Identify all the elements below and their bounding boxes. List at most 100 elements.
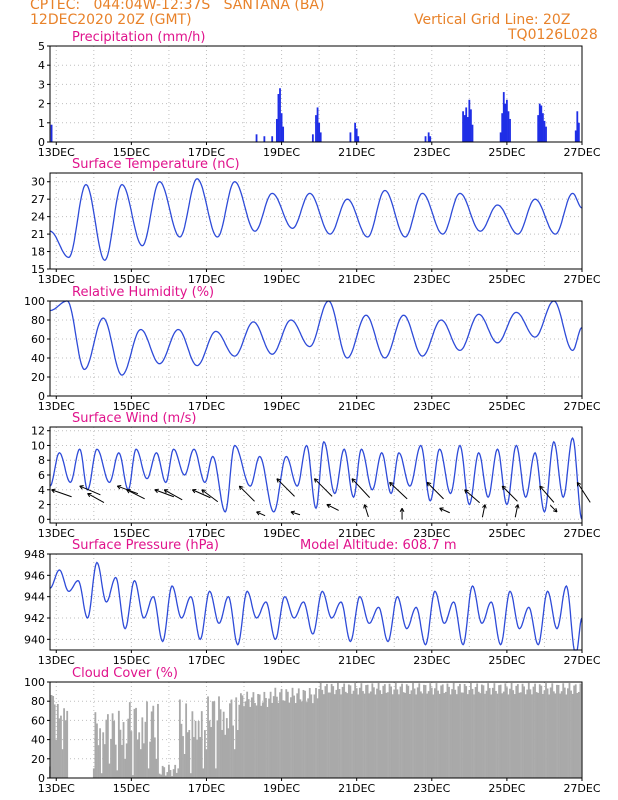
temp-xtick-label: 25DEC	[488, 273, 525, 286]
rh-xtick-label: 13DEC	[38, 400, 75, 413]
cloud-bar	[419, 691, 422, 778]
cloud-bar	[168, 764, 170, 778]
wind-wind-arrowhead	[464, 489, 469, 494]
cloud-bar	[377, 683, 380, 778]
precip-bar	[502, 92, 505, 142]
cloud-bar	[319, 682, 322, 778]
precip-xtick-label: 19DEC	[263, 146, 300, 159]
cloud-bar	[117, 710, 120, 778]
cloud-bar	[471, 688, 474, 778]
cloud-bar	[177, 768, 180, 778]
precip-bar	[311, 134, 314, 142]
cloud-bar	[294, 703, 297, 778]
cloud-bar	[399, 686, 402, 778]
cloud-bar	[398, 694, 400, 778]
cloud-bar	[254, 702, 256, 778]
pres-xtick-label: 23DEC	[413, 654, 450, 667]
cloud-bar	[427, 691, 430, 778]
cloud-bar	[446, 683, 449, 778]
precip-xtick-label: 27DEC	[563, 146, 600, 159]
precip-bar	[319, 132, 322, 142]
cloud-bar	[326, 683, 328, 778]
cloud-bar	[515, 685, 518, 778]
cloud-bar	[526, 689, 529, 778]
cloud-bar	[415, 694, 418, 778]
wind-wind-vector	[481, 504, 486, 518]
pres-xtick-label: 19DEC	[263, 654, 300, 667]
wind-wind-arrowhead	[501, 485, 507, 491]
rh-xtick-label: 19DEC	[263, 400, 300, 413]
wind-wind-arrowhead	[426, 481, 432, 487]
cloud-bar	[114, 744, 117, 778]
cloud-bar	[573, 685, 576, 778]
temp-ytick-label: 24	[31, 211, 45, 224]
cloud-bar	[271, 702, 274, 778]
wind-xtick-label: 13DEC	[38, 527, 75, 540]
cloud-bar	[556, 684, 558, 778]
temp-ytick-label: 18	[31, 246, 45, 259]
wind-wind-vector	[351, 478, 371, 498]
cloud-bar	[189, 773, 192, 778]
cloud-bar	[164, 775, 167, 778]
cloud-bar	[531, 694, 533, 778]
precip-bar	[543, 120, 546, 142]
pres-xtick-label: 27DEC	[563, 654, 600, 667]
temp-ytick-label: 15	[31, 263, 45, 276]
cloud-bar	[421, 693, 424, 778]
wind-xtick-label: 21DEC	[338, 527, 375, 540]
temp-series-line	[49, 178, 583, 262]
cloud-bar	[393, 689, 396, 778]
temp-xtick-label: 23DEC	[413, 273, 450, 286]
cloud-bar	[369, 691, 372, 778]
cloud-bar	[283, 700, 286, 778]
cloud-bar	[459, 683, 461, 778]
wind-wind-vector	[426, 482, 444, 500]
cloud-bar	[199, 737, 202, 778]
rh-xtick-label: 17DEC	[188, 400, 225, 413]
precip-bar	[354, 122, 357, 142]
cloud-xtick-label: 19DEC	[263, 782, 300, 795]
cloud-bar	[365, 685, 367, 778]
cloud-bar	[163, 767, 166, 778]
wind-title: Surface Wind (m/s)	[72, 411, 196, 426]
rh-ytick-label: 20	[31, 371, 45, 384]
cloud-title: Cloud Cover (%)	[72, 666, 178, 681]
wind-wind-vector	[439, 507, 450, 514]
cloud-bar	[149, 741, 152, 778]
cloud-bar	[540, 685, 543, 778]
wind-wind-arrowhead	[238, 485, 244, 491]
cloud-bar	[301, 701, 303, 778]
cloud-ytick-label: 0	[38, 772, 45, 785]
cloud-bar	[510, 683, 513, 778]
cloud-bar	[241, 695, 244, 778]
precip-xtick-label: 23DEC	[413, 146, 450, 159]
precip-bar	[280, 113, 283, 142]
cloud-bar	[416, 687, 419, 778]
cloud-bar	[305, 702, 308, 778]
cloud-xtick-label: 17DEC	[188, 782, 225, 795]
cloud-bar	[236, 730, 239, 778]
cloud-bar	[401, 683, 403, 778]
cloud-bar	[233, 749, 236, 778]
cloud-bar	[468, 689, 471, 778]
rh-ytick-label: 40	[31, 352, 45, 365]
cloud-xtick-label: 27DEC	[563, 782, 600, 795]
cloud-bar	[535, 692, 538, 778]
rh-xtick-label: 25DEC	[488, 400, 525, 413]
cloud-bar	[252, 692, 255, 778]
wind-ytick-label: 2	[38, 499, 45, 512]
cloud-bar	[161, 765, 164, 778]
wind-wind-arrowhead	[290, 510, 295, 516]
cloud-bar	[363, 693, 366, 778]
cloud-bar	[543, 690, 546, 778]
cloud-bar	[155, 758, 158, 778]
wind-wind-arrowhead	[326, 503, 331, 509]
cloud-bar	[213, 701, 216, 778]
cloud-bar	[430, 687, 433, 778]
cloud-bar	[560, 691, 563, 778]
cloud-bar	[116, 770, 119, 778]
cloud-bar	[432, 694, 435, 778]
cloud-bar	[141, 717, 144, 778]
temp-xtick-label: 15DEC	[113, 273, 150, 286]
